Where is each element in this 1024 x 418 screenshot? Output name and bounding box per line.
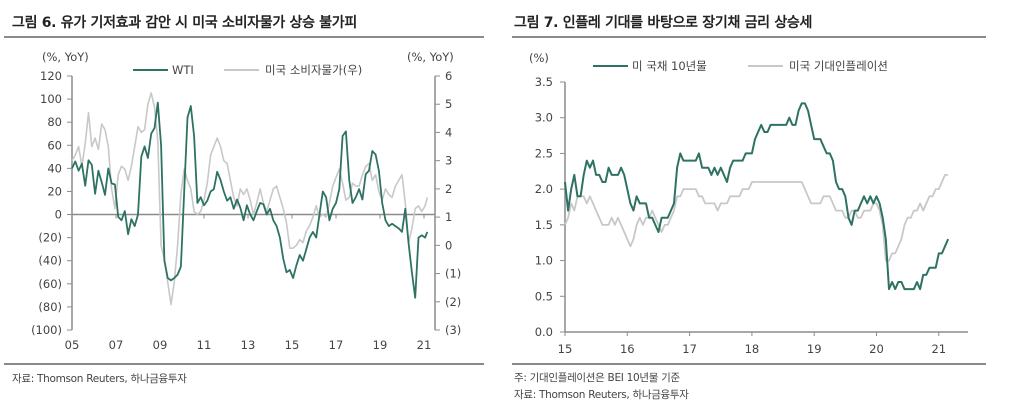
title-divider [512, 36, 986, 38]
series-line-ust10y [564, 102, 950, 291]
x-tick-label: 17 [682, 342, 697, 356]
left-tick-label: 0 [55, 208, 62, 222]
right-tick-label: (2) [445, 295, 461, 309]
right-tick-label: 2 [445, 182, 452, 196]
right-tick-label: 1 [445, 210, 452, 224]
figure-6-title: 그림 6. 유가 기저효과 감안 시 미국 소비자물가 상승 불가피 [12, 15, 357, 31]
right-tick-label: 6 [445, 69, 452, 83]
x-tick-label: 13 [241, 338, 256, 352]
left-tick-label: (100) [31, 323, 62, 337]
y-tick-label: 1.5 [535, 218, 553, 232]
y-tick-label: 0.5 [535, 289, 553, 303]
right-tick-label: (3) [445, 323, 461, 337]
legend-label-wti: WTI [172, 63, 194, 77]
legend-label-ust10y: 미 국채 10년물 [632, 59, 707, 73]
right-tick-label: 0 [445, 238, 452, 252]
legend-label-cpi: 미국 소비자물가(우) [265, 63, 362, 77]
series-line-wti [71, 101, 429, 299]
left-tick-label: 40 [47, 161, 62, 175]
left-axis-unit: (%, YoY) [42, 50, 89, 64]
right-tick-label: 4 [445, 125, 452, 139]
right-tick-label: 3 [445, 154, 452, 168]
x-tick-label: 19 [807, 342, 822, 356]
y-axis-unit: (%) [529, 51, 549, 65]
right-tick-label: 5 [445, 97, 452, 111]
x-tick-label: 05 [65, 338, 80, 352]
left-tick-label: 100 [40, 92, 62, 106]
y-tick-label: 2.5 [535, 146, 553, 160]
x-tick-label: 20 [869, 342, 884, 356]
figure-7-panel: 그림 7. 인플레 기대를 바탕으로 장기채 금리 상승세 주: 기대인플레이션… [512, 0, 1024, 418]
right-axis-unit: (%, YoY) [407, 50, 454, 64]
series-line-bei [564, 173, 949, 262]
x-tick-label: 15 [285, 338, 300, 352]
x-tick-label: 21 [417, 338, 432, 352]
legend-label-bei: 미국 기대인플레이션 [789, 59, 888, 73]
y-tick-label: 2.0 [535, 182, 553, 196]
x-tick-label: 19 [373, 338, 388, 352]
footer-divider [4, 363, 484, 365]
x-tick-label: 17 [329, 338, 344, 352]
left-tick-label: 120 [40, 69, 62, 83]
left-tick-label: (40) [38, 254, 62, 268]
right-tick-label: (1) [445, 267, 461, 281]
series-line-cpi [71, 92, 429, 306]
figure-6-panel: 그림 6. 유가 기저효과 감안 시 미국 소비자물가 상승 불가피 120 10… [4, 15, 484, 385]
source-note: 자료: Thomson Reuters, 하나금융투자 [12, 373, 187, 385]
chart-wti-cpi: 120100806040200(20)(40)(60)(80)(100)6543… [31, 50, 461, 352]
y-tick-label: 0.0 [535, 325, 553, 339]
source-note: 자료: Thomson Reuters, 하나금융투자 [514, 389, 689, 401]
x-tick-label: 21 [931, 342, 946, 356]
x-tick-label: 15 [558, 342, 573, 356]
y-tick-label: 1.0 [535, 254, 553, 268]
y-tick-label: 3.0 [535, 111, 553, 125]
x-tick-label: 07 [109, 338, 124, 352]
left-tick-label: 20 [47, 184, 62, 198]
footnote: 주: 기대인플레이션은 BEI 10년물 기준 [514, 372, 680, 384]
left-tick-label: (20) [38, 231, 62, 245]
left-tick-label: (80) [38, 300, 62, 314]
left-tick-label: 60 [47, 138, 62, 152]
left-tick-label: 80 [47, 115, 62, 129]
x-tick-label: 11 [197, 338, 212, 352]
title-divider [4, 36, 484, 38]
y-tick-label: 3.5 [535, 75, 553, 89]
x-tick-label: 18 [745, 342, 760, 356]
footer-divider [512, 363, 986, 365]
figure-7-title: 그림 7. 인플레 기대를 바탕으로 장기채 금리 상승세 [514, 15, 813, 31]
x-tick-label: 09 [153, 338, 168, 352]
x-tick-label: 16 [620, 342, 635, 356]
left-tick-label: (60) [38, 277, 62, 291]
